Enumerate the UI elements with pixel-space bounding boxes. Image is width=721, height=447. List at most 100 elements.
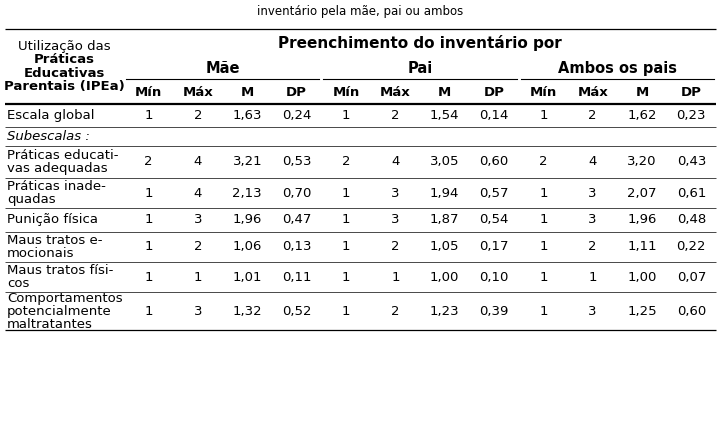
- Text: 0,54: 0,54: [479, 213, 509, 227]
- Text: 2,13: 2,13: [232, 186, 262, 200]
- Text: 0,10: 0,10: [479, 270, 509, 284]
- Text: 0,07: 0,07: [676, 270, 706, 284]
- Text: 1,32: 1,32: [232, 305, 262, 318]
- Text: 2: 2: [391, 240, 399, 253]
- Text: inventário pela mãe, pai ou ambos: inventário pela mãe, pai ou ambos: [257, 4, 464, 18]
- Text: 1: 1: [144, 186, 153, 200]
- Text: 0,17: 0,17: [479, 240, 509, 253]
- Text: Parentais (IPEa): Parentais (IPEa): [4, 80, 125, 93]
- Text: 0,11: 0,11: [282, 270, 311, 284]
- Text: 0,23: 0,23: [676, 109, 706, 122]
- Text: 2: 2: [391, 109, 399, 122]
- Text: 1: 1: [539, 213, 547, 227]
- Text: 0,39: 0,39: [479, 305, 509, 318]
- Text: potencialmente: potencialmente: [7, 305, 112, 318]
- Text: 3,05: 3,05: [430, 155, 459, 169]
- Text: mocionais: mocionais: [7, 247, 74, 260]
- Text: 1: 1: [342, 109, 350, 122]
- Text: Pai: Pai: [407, 61, 433, 76]
- Text: Práticas: Práticas: [34, 53, 95, 66]
- Text: 1: 1: [194, 270, 202, 284]
- Text: 0,60: 0,60: [479, 155, 508, 169]
- Text: 1,25: 1,25: [627, 305, 657, 318]
- Text: 1,06: 1,06: [233, 240, 262, 253]
- Text: 1: 1: [144, 240, 153, 253]
- Text: 1,54: 1,54: [430, 109, 459, 122]
- Text: Mín: Mín: [530, 85, 557, 99]
- Text: 1: 1: [588, 270, 597, 284]
- Text: Maus tratos físi-: Maus tratos físi-: [7, 264, 113, 277]
- Text: 3: 3: [391, 186, 399, 200]
- Text: 0,13: 0,13: [282, 240, 311, 253]
- Text: 3: 3: [391, 213, 399, 227]
- Text: 1: 1: [144, 305, 153, 318]
- Text: 0,57: 0,57: [479, 186, 509, 200]
- Text: Máx: Máx: [578, 85, 608, 99]
- Text: M: M: [241, 85, 254, 99]
- Text: 1: 1: [144, 270, 153, 284]
- Text: DP: DP: [286, 85, 307, 99]
- Text: cos: cos: [7, 277, 30, 290]
- Text: 1,63: 1,63: [233, 109, 262, 122]
- Text: 0,52: 0,52: [282, 305, 311, 318]
- Text: Práticas educati-: Práticas educati-: [7, 149, 118, 162]
- Text: Mín: Mín: [332, 85, 360, 99]
- Text: Subescalas :: Subescalas :: [7, 130, 90, 143]
- Text: 3: 3: [588, 213, 597, 227]
- Text: Mín: Mín: [135, 85, 162, 99]
- Text: 1,87: 1,87: [430, 213, 459, 227]
- Text: 4: 4: [588, 155, 597, 169]
- Text: 1: 1: [539, 270, 547, 284]
- Text: 1: 1: [539, 109, 547, 122]
- Text: 1,11: 1,11: [627, 240, 657, 253]
- Text: quadas: quadas: [7, 193, 56, 206]
- Text: 1: 1: [342, 305, 350, 318]
- Text: 2: 2: [539, 155, 547, 169]
- Text: 1,23: 1,23: [430, 305, 459, 318]
- Text: vas adequadas: vas adequadas: [7, 162, 107, 175]
- Text: 3,21: 3,21: [232, 155, 262, 169]
- Text: 3: 3: [194, 213, 202, 227]
- Text: Comportamentos: Comportamentos: [7, 292, 123, 305]
- Text: Máx: Máx: [380, 85, 411, 99]
- Text: 1: 1: [342, 240, 350, 253]
- Text: 1: 1: [539, 305, 547, 318]
- Text: Máx: Máx: [182, 85, 213, 99]
- Text: 1: 1: [342, 186, 350, 200]
- Text: Maus tratos e-: Maus tratos e-: [7, 234, 102, 247]
- Text: 1: 1: [391, 270, 399, 284]
- Text: 0,60: 0,60: [677, 305, 706, 318]
- Text: 1: 1: [539, 240, 547, 253]
- Text: Práticas inade-: Práticas inade-: [7, 180, 106, 193]
- Text: 1,00: 1,00: [627, 270, 657, 284]
- Text: 2: 2: [342, 155, 350, 169]
- Text: 2: 2: [588, 109, 597, 122]
- Text: 0,70: 0,70: [282, 186, 311, 200]
- Text: 0,24: 0,24: [282, 109, 311, 122]
- Text: DP: DP: [681, 85, 702, 99]
- Text: Educativas: Educativas: [24, 67, 105, 80]
- Text: 4: 4: [194, 186, 202, 200]
- Text: 2: 2: [391, 305, 399, 318]
- Text: Preenchimento do inventário por: Preenchimento do inventário por: [278, 35, 562, 51]
- Text: 1: 1: [144, 213, 153, 227]
- Text: 0,47: 0,47: [282, 213, 311, 227]
- Text: 0,53: 0,53: [282, 155, 311, 169]
- Text: Punição física: Punição física: [7, 213, 98, 227]
- Text: 1,01: 1,01: [233, 270, 262, 284]
- Text: 0,43: 0,43: [676, 155, 706, 169]
- Text: Ambos os pais: Ambos os pais: [558, 61, 677, 76]
- Text: 3: 3: [588, 186, 597, 200]
- Text: M: M: [635, 85, 649, 99]
- Text: Escala global: Escala global: [7, 109, 94, 122]
- Text: M: M: [438, 85, 451, 99]
- Text: 2: 2: [588, 240, 597, 253]
- Text: Utilização das: Utilização das: [18, 40, 111, 53]
- Text: 2,07: 2,07: [627, 186, 657, 200]
- Text: 2: 2: [144, 155, 153, 169]
- Text: DP: DP: [484, 85, 505, 99]
- Text: 1,62: 1,62: [627, 109, 657, 122]
- Text: 3: 3: [588, 305, 597, 318]
- Text: 1,94: 1,94: [430, 186, 459, 200]
- Text: 3: 3: [194, 305, 202, 318]
